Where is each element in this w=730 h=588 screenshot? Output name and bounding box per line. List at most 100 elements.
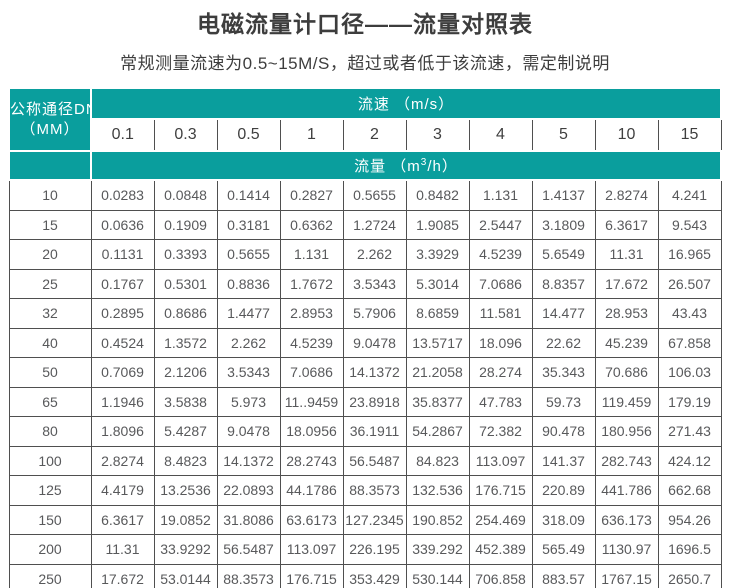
flow-value-cell: 0.0283 xyxy=(90,179,155,211)
flow-value-cell: 2.262 xyxy=(216,327,281,358)
flow-value-cell: 2.8953 xyxy=(279,298,344,329)
flow-value-cell: 5.7906 xyxy=(342,298,407,329)
table-row: 20 0.1131 0.3393 0.5655 1.131 2.262 3.3929 4.52… xyxy=(8,239,722,270)
flow-value-cell: 4.4179 xyxy=(90,475,155,506)
flow-value-cell: 0.0636 xyxy=(90,209,155,240)
flow-value-cell: 3.1809 xyxy=(531,209,596,240)
flow-value-cell: 4.241 xyxy=(657,179,722,211)
flow-value-cell: 18.0956 xyxy=(279,416,344,447)
flow-value-cell: 0.4524 xyxy=(90,327,155,358)
flow-value-cell: 59.73 xyxy=(531,386,596,417)
table-row: 15 0.0636 0.1909 0.3181 0.6362 1.2724 1.9085 2.… xyxy=(8,209,722,240)
dn-cell: 32 xyxy=(8,298,92,329)
flow-value-cell: 636.173 xyxy=(594,504,659,535)
flow-value-cell: 16.965 xyxy=(657,239,722,270)
flow-value-cell: 3.3929 xyxy=(405,239,470,270)
flowrate-header-cell: 流量 （m3/h） xyxy=(90,150,722,181)
flow-value-cell: 0.2827 xyxy=(279,179,344,211)
flow-value-cell: 36.1911 xyxy=(342,416,407,447)
table-row: 100 2.8274 8.4823 14.1372 28.2743 56.5487 84.8… xyxy=(8,445,722,476)
flow-value-cell: 2.8274 xyxy=(594,179,659,211)
flow-value-cell: 3.5343 xyxy=(216,357,281,388)
flow-value-cell: 7.0686 xyxy=(279,357,344,388)
flow-value-cell: 220.89 xyxy=(531,475,596,506)
flow-value-cell: 0.5655 xyxy=(342,179,407,211)
flow-value-cell: 3.5343 xyxy=(342,268,407,299)
flow-value-cell: 106.03 xyxy=(657,357,722,388)
flow-value-cell: 88.3573 xyxy=(342,475,407,506)
flow-value-cell: 282.743 xyxy=(594,445,659,476)
table-row: 200 11.31 33.9292 56.5487 113.097 226.195 339.… xyxy=(8,534,722,565)
flow-value-cell: 9.0478 xyxy=(216,416,281,447)
flow-value-cell: 662.68 xyxy=(657,475,722,506)
flow-value-cell: 1.7672 xyxy=(279,268,344,299)
dn-cell: 40 xyxy=(8,327,92,358)
velocity-value-cell: 2 xyxy=(342,118,407,152)
table-row: 10 0.0283 0.0848 0.1414 0.2827 0.5655 0.8482 1.… xyxy=(8,179,722,211)
flow-value-cell: 441.786 xyxy=(594,475,659,506)
flow-value-cell: 4.5239 xyxy=(279,327,344,358)
flow-value-cell: 8.6859 xyxy=(405,298,470,329)
velocity-value-cell: 5 xyxy=(531,118,596,152)
flow-value-cell: 17.672 xyxy=(90,563,155,588)
flow-value-cell: 5.973 xyxy=(216,386,281,417)
flow-value-cell: 47.783 xyxy=(468,386,533,417)
flow-value-cell: 44.1786 xyxy=(279,475,344,506)
flow-value-cell: 113.097 xyxy=(279,534,344,565)
velocity-value-cell: 0.1 xyxy=(90,118,155,152)
dn-cell: 100 xyxy=(8,445,92,476)
flow-value-cell: 35.8377 xyxy=(405,386,470,417)
flow-value-cell: 28.274 xyxy=(468,357,533,388)
table-row: 25 0.1767 0.5301 0.8836 1.7672 3.5343 5.3014 7.… xyxy=(8,268,722,299)
flow-value-cell: 452.389 xyxy=(468,534,533,565)
flow-value-cell: 0.1909 xyxy=(153,209,218,240)
flow-value-cell: 1.1946 xyxy=(90,386,155,417)
flow-value-cell: 119.459 xyxy=(594,386,659,417)
table-row: 65 1.1946 3.5838 5.973 11..9459 23.8918 35.837… xyxy=(8,386,722,417)
table-row: 40 0.4524 1.3572 2.262 4.5239 9.0478 13.5717 18… xyxy=(8,327,722,358)
flow-value-cell: 0.7069 xyxy=(90,357,155,388)
flow-value-cell: 23.8918 xyxy=(342,386,407,417)
flow-value-cell: 22.62 xyxy=(531,327,596,358)
flow-value-cell: 11..9459 xyxy=(279,386,344,417)
flow-value-cell: 70.686 xyxy=(594,357,659,388)
flow-value-cell: 35.343 xyxy=(531,357,596,388)
flow-value-cell: 17.672 xyxy=(594,268,659,299)
dn-cell: 65 xyxy=(8,386,92,417)
corner-header-line1: 公称通径DN xyxy=(10,100,91,118)
velocity-value-cell: 15 xyxy=(657,118,722,152)
flow-value-cell: 339.292 xyxy=(405,534,470,565)
flow-value-cell: 28.2743 xyxy=(279,445,344,476)
flow-value-cell: 3.5838 xyxy=(153,386,218,417)
flow-value-cell: 88.3573 xyxy=(216,563,281,588)
flow-value-cell: 176.715 xyxy=(468,475,533,506)
flow-value-cell: 2.1206 xyxy=(153,357,218,388)
table-row: 150 6.3617 19.0852 31.8086 63.6173 127.2345 19… xyxy=(8,504,722,535)
flow-value-cell: 0.1131 xyxy=(90,239,155,270)
flow-value-cell: 565.49 xyxy=(531,534,596,565)
flow-value-cell: 63.6173 xyxy=(279,504,344,535)
dn-cell: 125 xyxy=(8,475,92,506)
flow-value-cell: 180.956 xyxy=(594,416,659,447)
flow-value-cell: 6.3617 xyxy=(90,504,155,535)
corner-header-cell: 公称通径DN （MM） xyxy=(8,87,92,152)
flow-value-cell: 190.852 xyxy=(405,504,470,535)
flowrate-spacer-cell xyxy=(8,150,92,181)
flow-value-cell: 14.1372 xyxy=(342,357,407,388)
table-row: 32 0.2895 0.8686 1.4477 2.8953 5.7906 8.6859 11… xyxy=(8,298,722,329)
flow-value-cell: 21.2058 xyxy=(405,357,470,388)
flow-value-cell: 1.4137 xyxy=(531,179,596,211)
flow-value-cell: 13.5717 xyxy=(405,327,470,358)
flow-value-cell: 54.2867 xyxy=(405,416,470,447)
flow-value-cell: 5.3014 xyxy=(405,268,470,299)
corner-header-line2: （MM） xyxy=(20,120,80,138)
dn-cell: 80 xyxy=(8,416,92,447)
flow-value-cell: 4.5239 xyxy=(468,239,533,270)
flow-value-cell: 14.477 xyxy=(531,298,596,329)
flow-value-cell: 11.581 xyxy=(468,298,533,329)
flow-value-cell: 318.09 xyxy=(531,504,596,535)
flow-value-cell: 0.3393 xyxy=(153,239,218,270)
flow-value-cell: 1.131 xyxy=(468,179,533,211)
dn-cell: 200 xyxy=(8,534,92,565)
flow-value-cell: 84.823 xyxy=(405,445,470,476)
